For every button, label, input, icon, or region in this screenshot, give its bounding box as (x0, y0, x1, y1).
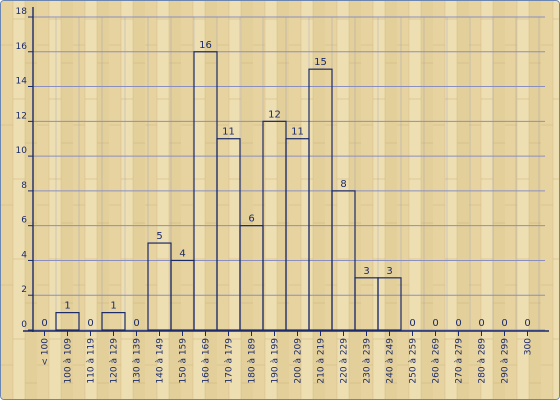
bar (101, 312, 126, 331)
y-tick-label: 12 (16, 111, 27, 121)
y-tick-label: 2 (21, 285, 27, 295)
data-label: 11 (222, 127, 235, 138)
x-tick-label: 260 à 269 (432, 338, 442, 384)
data-label: 3 (363, 266, 369, 277)
data-label: 0 (478, 318, 484, 329)
x-tick-label: 190 à 199 (271, 338, 281, 384)
y-tick-label: 8 (21, 181, 27, 191)
x-tick-label: 180 à 189 (248, 338, 258, 384)
y-tick-label: 18 (16, 7, 28, 17)
x-tick-label: 130 à 139 (133, 338, 143, 384)
data-labels: 0 1 0 1 0 5 4 16 11 6 12 11 15 8 3 3 0 0 0 0 0 0 (41, 40, 530, 329)
data-label: 16 (199, 40, 212, 51)
data-label: 6 (248, 214, 254, 225)
data-label: 0 (41, 318, 47, 329)
axes (23, 7, 549, 332)
x-tick-label: 170 à 179 (225, 338, 235, 384)
data-label: 8 (340, 179, 346, 190)
data-label: 0 (87, 318, 93, 329)
data-label: 3 (386, 266, 392, 277)
x-tick-label: 210 à 219 (317, 338, 327, 384)
x-tick-label: 240 à 249 (386, 338, 396, 384)
data-label: 0 (524, 318, 530, 329)
x-tick-label: 120 à 129 (110, 338, 120, 384)
y-tick-label: 14 (16, 77, 28, 87)
data-label: 0 (133, 318, 139, 329)
x-tick-label: 280 à 289 (478, 338, 488, 384)
x-tick-label: 270 à 279 (455, 338, 465, 384)
y-axis-ticks: 0 2 4 6 8 10 12 14 16 18 (16, 7, 33, 331)
x-tick-label: 150 à 159 (179, 338, 189, 384)
bars (55, 51, 402, 331)
data-label: 4 (179, 248, 185, 259)
data-label: 1 (64, 301, 70, 312)
data-label: 12 (268, 109, 281, 120)
bar (331, 190, 356, 331)
y-tick-label: 10 (16, 146, 28, 156)
data-label: 11 (291, 127, 304, 138)
x-tick-label: 110 à 119 (87, 338, 97, 384)
data-label: 15 (314, 57, 327, 68)
x-tick-label: 230 à 239 (363, 338, 373, 384)
data-label: 5 (156, 231, 162, 242)
data-label: 0 (432, 318, 438, 329)
bar (377, 277, 402, 331)
x-tick-label: 200 à 209 (294, 338, 304, 384)
y-tick-label: 16 (16, 42, 28, 52)
x-tick-label: 140 à 149 (156, 338, 166, 384)
x-tick-label: 250 à 259 (409, 338, 419, 384)
x-tick-label: 160 à 169 (202, 338, 212, 384)
y-tick-label: 6 (21, 216, 27, 226)
data-label: 0 (501, 318, 507, 329)
x-tick-label: < 100 (41, 338, 51, 366)
x-tick-label: 100 à 109 (64, 338, 74, 384)
x-tick-label: 290 à 299 (501, 338, 511, 384)
x-tick-label: 220 à 229 (340, 338, 350, 384)
x-axis-ticks: < 100 100 à 109 110 à 119 120 à 129 130 à 13… (41, 331, 534, 384)
y-tick-label: 0 (21, 320, 27, 330)
data-label: 0 (409, 318, 415, 329)
x-tick-label: 300 (524, 338, 534, 355)
data-label: 0 (455, 318, 461, 329)
data-label: 1 (110, 301, 116, 312)
y-tick-label: 4 (21, 250, 27, 260)
bar (55, 312, 80, 331)
